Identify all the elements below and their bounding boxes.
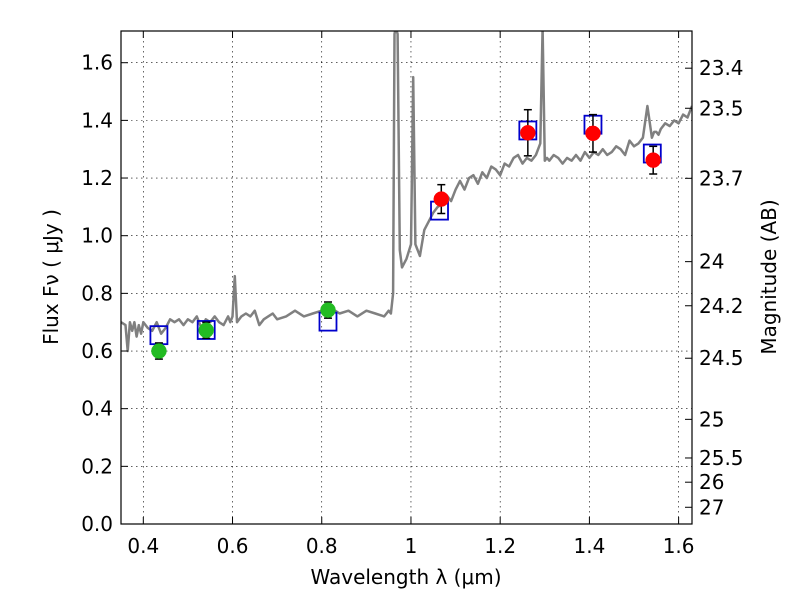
- right-tick-label: 23.4: [699, 56, 744, 80]
- photometry-point: [520, 125, 536, 141]
- y-tick-label: 1.6: [81, 51, 113, 75]
- y-tick-label: 1.2: [81, 166, 113, 190]
- y-tick-label: 0.6: [81, 339, 113, 363]
- photometry-point: [320, 302, 336, 318]
- photometry-point: [151, 343, 167, 359]
- y-tick-label: 0.0: [81, 512, 113, 536]
- x-tick-label: 1.2: [484, 534, 516, 558]
- photometry-point: [433, 191, 450, 207]
- photometry-point-layer: [151, 108, 661, 360]
- spectrum-layer: [121, 31, 692, 353]
- plot-border: [120, 30, 693, 525]
- y-tick-label: 1.4: [81, 108, 113, 132]
- right-tick-label: 23.5: [699, 96, 744, 120]
- right-tick-label: 24.5: [699, 346, 744, 370]
- y-tick-label: 0.8: [81, 281, 113, 305]
- right-tick-label: 24: [699, 250, 724, 274]
- x-tick-label: 0.8: [306, 534, 338, 558]
- grid-layer: [121, 31, 692, 525]
- right-tick-label: 23.7: [699, 166, 744, 190]
- tick-layer: 0.4 0.6 0.8 1 1.2 1.4 1.6 0.0 0.2 0.4 0.6 0.8 1.0 1.2…: [81, 31, 744, 558]
- model-square-layer: [149, 114, 662, 346]
- right-tick-label: 25: [699, 407, 724, 431]
- right-tick-label: 25.5: [699, 446, 744, 470]
- right-tick-label: 27: [699, 495, 724, 519]
- y-tick-label: 0.4: [81, 397, 113, 421]
- y-axis-label: Flux Fν ( μJy ): [39, 209, 63, 345]
- x-tick-label: 1: [405, 534, 418, 558]
- y-tick-label: 1.0: [81, 224, 113, 248]
- x-tick-label: 0.6: [217, 534, 249, 558]
- photometry-point: [198, 322, 214, 339]
- y-tick-label: 0.2: [81, 454, 113, 478]
- right-tick-label: 24.2: [699, 294, 744, 318]
- x-tick-label: 1.4: [573, 534, 605, 558]
- plot-frame: [120, 30, 693, 525]
- x-axis-label: Wavelength λ (μm): [310, 565, 501, 589]
- photometry-point: [645, 152, 661, 168]
- x-tick-label: 0.4: [127, 534, 159, 558]
- right-axis-label: Magnitude (AB): [757, 199, 781, 354]
- right-tick-label: 26: [699, 470, 724, 494]
- photometry-point: [585, 125, 601, 142]
- spectrum-line: [121, 31, 692, 353]
- x-tick-label: 1.6: [663, 534, 695, 558]
